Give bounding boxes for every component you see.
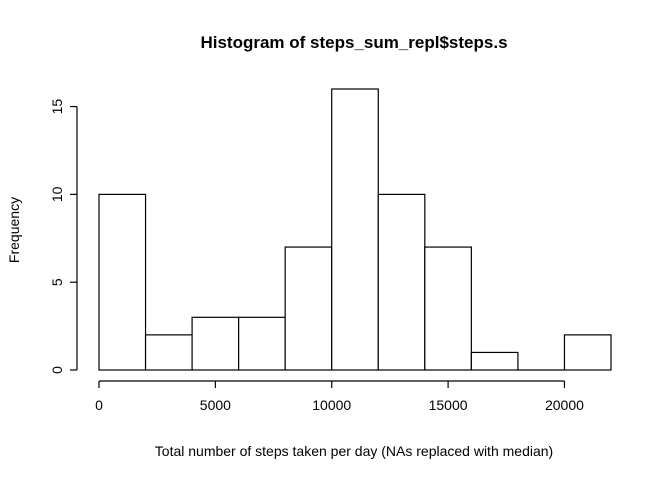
- histogram-bar: [238, 316, 286, 371]
- x-tick-label: 0: [95, 397, 103, 413]
- y-tick-label: 10: [49, 186, 65, 202]
- chart-title: Histogram of steps_sum_repl$steps.s: [200, 33, 507, 52]
- histogram-bar: [284, 246, 333, 371]
- bars-layer: [98, 88, 612, 371]
- x-axis-label: Total number of steps taken per day (NAs…: [155, 443, 553, 459]
- histogram-bar: [563, 334, 612, 371]
- x-axis: 0 5000 10000 15000 20000: [95, 380, 584, 413]
- y-axis-label: Frequency: [6, 197, 22, 263]
- histogram-bar: [377, 193, 426, 371]
- histogram-bar: [144, 334, 193, 371]
- y-tick-label: 0: [49, 366, 65, 374]
- y-axis: 0 5 10 15: [49, 99, 78, 374]
- x-tick-label: 15000: [429, 397, 468, 413]
- y-tick-label: 15: [49, 99, 65, 115]
- histogram-bar: [331, 88, 379, 371]
- x-tick-label: 5000: [200, 397, 231, 413]
- x-tick-label: 20000: [545, 397, 584, 413]
- histogram-bar: [98, 193, 147, 371]
- histogram-bar: [424, 246, 472, 371]
- y-tick-label: 5: [49, 278, 65, 286]
- x-tick-label: 10000: [312, 397, 351, 413]
- histogram-bar: [191, 316, 240, 371]
- histogram-bar: [470, 351, 519, 371]
